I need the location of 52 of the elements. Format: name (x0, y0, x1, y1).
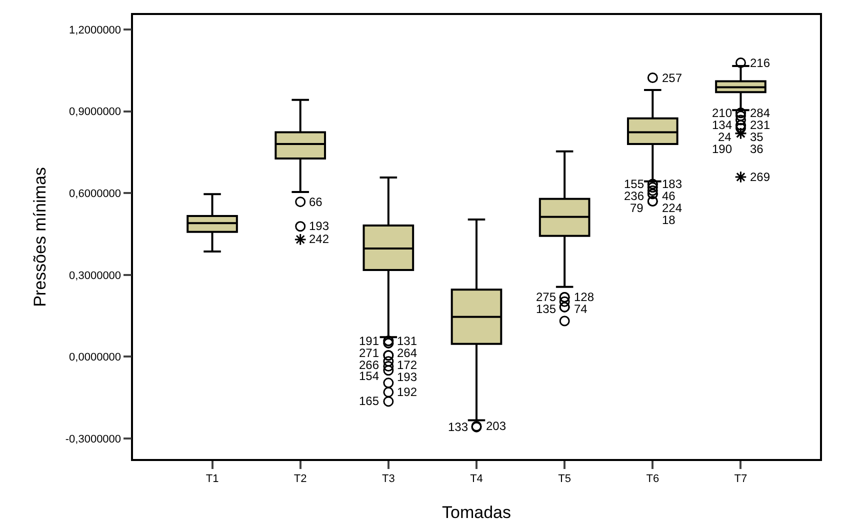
annotation: 18 (662, 213, 676, 227)
annotation: 133 (448, 420, 468, 434)
annotation: 74 (574, 302, 588, 316)
annotation: 79 (630, 201, 644, 215)
annotation: 231 (750, 118, 770, 132)
x-tick-label: T5 (558, 472, 571, 485)
annotation: 257 (662, 71, 682, 85)
annotation: 242 (309, 232, 330, 246)
y-tick-label: 1,2000000 (69, 24, 122, 36)
annotation: 165 (359, 394, 380, 408)
x-tick-label: T2 (294, 472, 307, 485)
annotation: 183 (662, 177, 682, 191)
annotation: 24 (718, 130, 732, 144)
annotation: 224 (662, 201, 682, 215)
annotation: 193 (397, 370, 418, 384)
annotation: 190 (712, 142, 732, 156)
x-tick-label: T4 (470, 472, 483, 485)
annotation: 193 (309, 219, 330, 233)
x-tick-label: T3 (382, 472, 395, 485)
x-tick-label: T7 (734, 472, 748, 485)
x-tick-label: T6 (646, 472, 660, 485)
annotation: 46 (662, 189, 676, 203)
annotation: 210 (712, 106, 732, 120)
annotation: 264 (397, 346, 418, 360)
annotation: 135 (536, 302, 556, 316)
annotation: 172 (397, 358, 418, 372)
annotation: 271 (359, 346, 380, 360)
annotation: 191 (359, 334, 380, 348)
annotation: 236 (624, 189, 644, 203)
annotation: 154 (359, 369, 380, 383)
y-tick-label: 0,9000000 (69, 106, 122, 118)
annotation: 155 (624, 177, 644, 191)
y-tick-label: 0,6000000 (69, 188, 122, 200)
annotation: 36 (750, 142, 764, 156)
annotation: 134 (712, 118, 732, 132)
annotation: 192 (397, 385, 418, 399)
annotation: 128 (574, 290, 594, 304)
x-axis-title: Tomadas (442, 502, 511, 522)
annotation: 131 (397, 334, 418, 348)
annotation: 203 (486, 419, 506, 433)
annotation: 266 (359, 358, 380, 372)
annotation: 269 (750, 170, 770, 184)
annotation: 275 (536, 290, 556, 304)
y-tick-label: -0,3000000 (65, 433, 122, 446)
x-tick-label: T1 (206, 472, 219, 485)
annotation: 284 (750, 106, 770, 120)
annotation: 216 (750, 56, 770, 70)
y-tick-label: 0,0000000 (69, 352, 122, 364)
annotation: 35 (750, 130, 764, 144)
y-axis-title: Pressões mínimas (30, 167, 50, 307)
annotation: 66 (309, 195, 323, 209)
y-tick-label: 0,3000000 (69, 270, 122, 282)
